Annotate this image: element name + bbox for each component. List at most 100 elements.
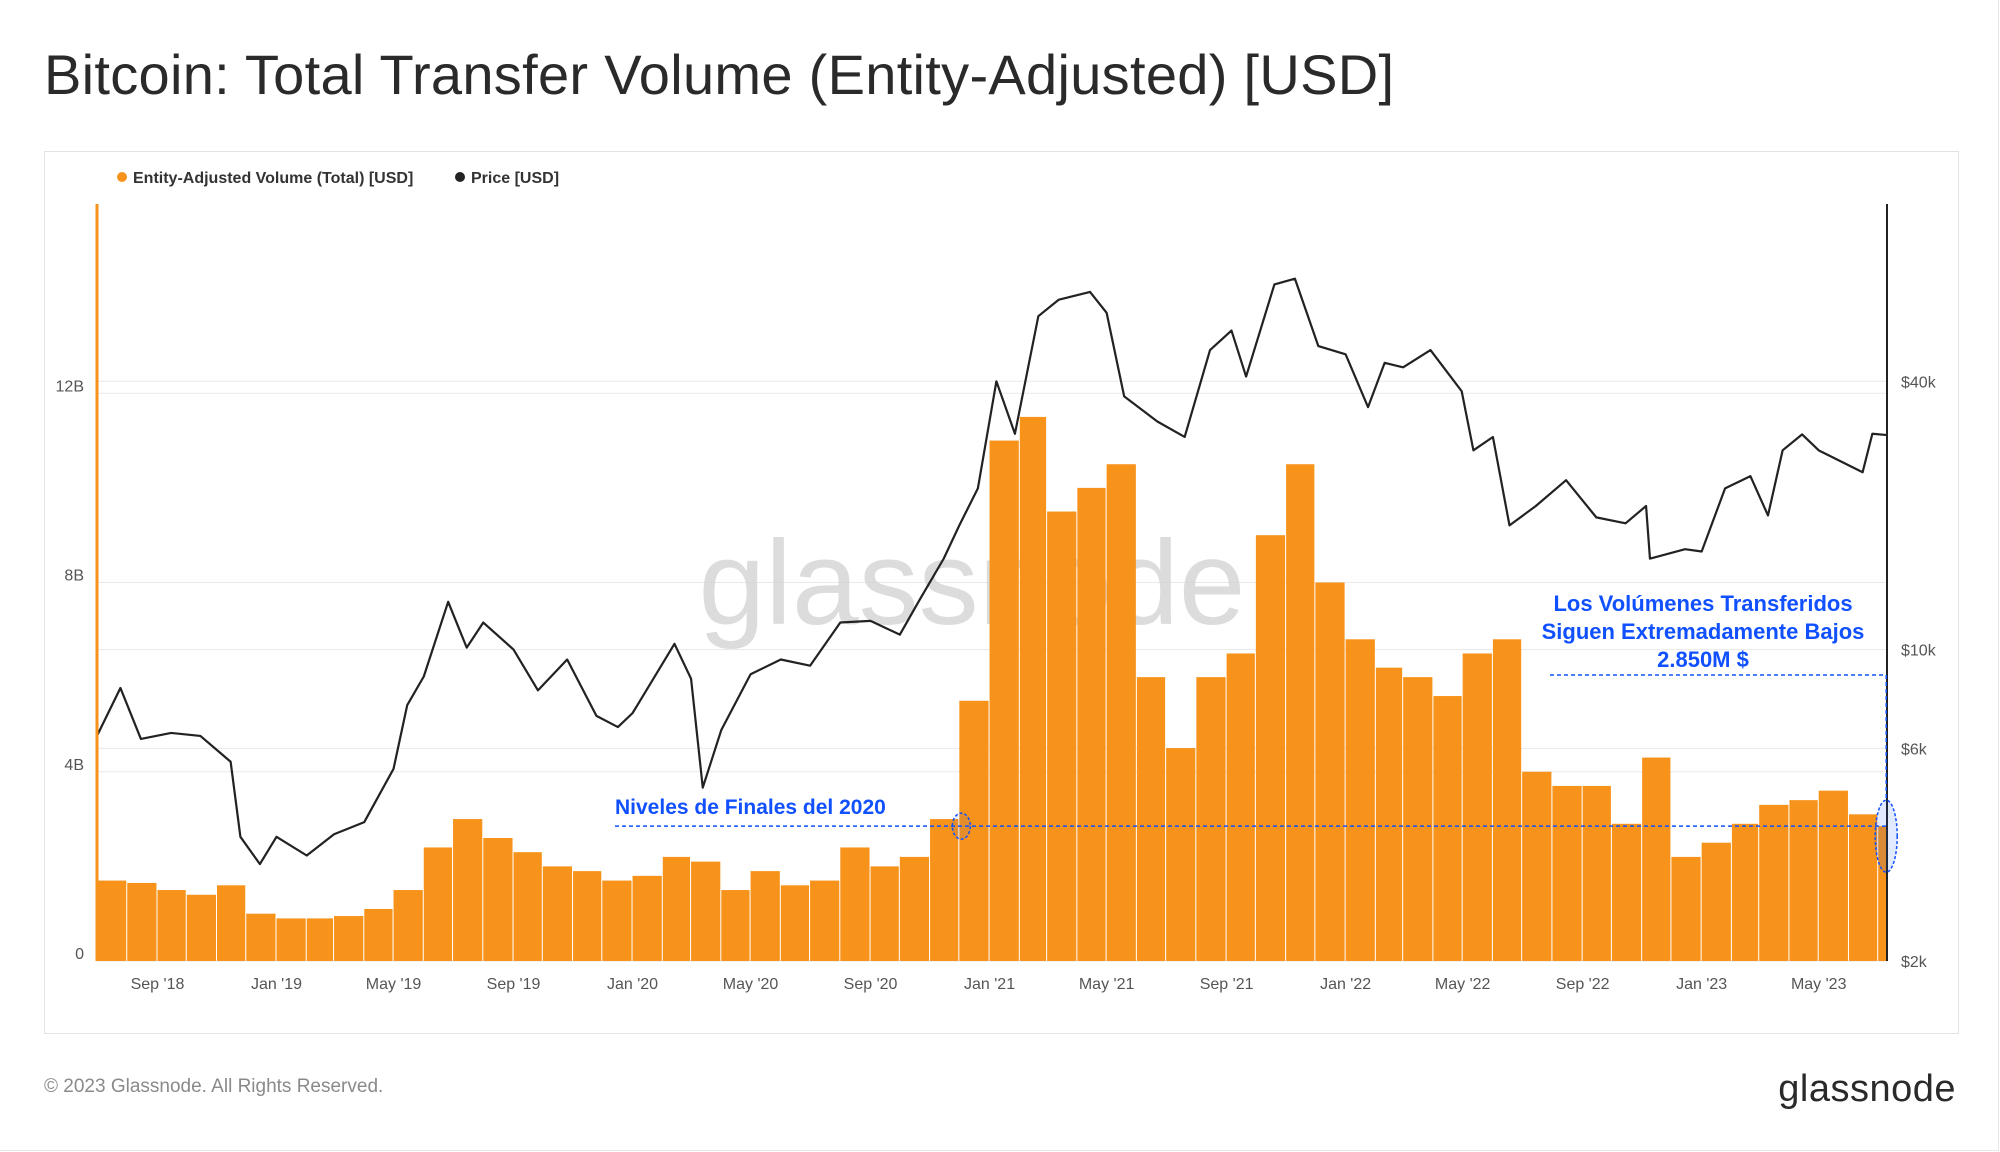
annotation-ellipse-2020 [951,812,972,840]
volume-bar [691,861,721,961]
y-left-tick-label: 4B [64,757,84,774]
volume-bar [306,918,334,961]
annotation-current-text-line: Siguen Extremadamente Bajos [1542,619,1865,644]
volume-bar [1077,487,1106,962]
volume-bar [1047,511,1077,961]
y-right-tick-label: $2k [1901,954,1928,971]
volume-bar [1789,800,1818,961]
volume-bar [899,856,930,961]
x-tick-label: Sep '19 [487,976,541,993]
annotation-ellipse-current [1874,799,1898,873]
legend[interactable]: Entity-Adjusted Volume (Total) [USD] Pric… [117,170,559,187]
x-tick-label: Sep '21 [1200,976,1254,993]
legend-label: Price [USD] [471,170,559,187]
volume-bar [1642,757,1671,961]
annotation-current-text-line: Los Volúmenes Transferidos [1553,591,1852,616]
legend-item-1[interactable]: Price [USD] [455,170,559,187]
volume-bar [1019,416,1047,961]
volume-bar [1818,790,1848,961]
volume-bar [840,847,870,961]
y-right-tick-label: $40k [1901,374,1937,391]
x-tick-label: Sep '22 [1556,976,1610,993]
x-tick-label: Jan '19 [251,976,302,993]
y-left-tick-label: 12B [56,378,84,395]
volume-bar [1166,748,1196,961]
volume-bar [1492,639,1522,961]
x-tick-label: Sep '20 [844,976,898,993]
price-line-group [96,277,1888,866]
y-left-tick-label: 0 [75,946,84,963]
x-tick-label: Jan '20 [607,976,658,993]
glassnode-logo: glassnode [1778,1068,1956,1110]
annotations: Niveles de Finales del 2020 Los Volúmenes… [615,591,1898,873]
volume-bar [1611,823,1642,961]
volume-bar [542,866,573,962]
volume-bar [1671,856,1701,961]
axes [95,204,1888,961]
volume-bar [246,913,276,961]
x-tick-label: May '23 [1791,976,1847,993]
volume-bar [334,916,364,961]
volume-bar [1286,464,1315,961]
copyright-text: © 2023 Glassnode. All Rights Reserved. [44,1076,384,1097]
x-tick-label: Sep '18 [131,976,185,993]
volume-bar [157,890,186,961]
volume-bar [97,880,127,961]
price-line [96,277,1888,866]
volume-bar [1106,464,1136,961]
legend-item-0[interactable]: Entity-Adjusted Volume (Total) [USD] [117,170,413,187]
volume-bar [1759,804,1789,961]
volume-bar [127,882,157,961]
x-tick-label: Jan '22 [1320,976,1371,993]
watermark: glassnode [698,516,1245,650]
legend-dot [455,172,465,182]
x-tick-label: May '22 [1435,976,1491,993]
annotation-current-text-line: 2.850M $ [1657,647,1749,672]
volume-bar [1255,535,1286,961]
volume-bar [810,880,840,961]
tick-labels: 0 4B 8B 12B $2k $6k $10k $40k Sep '18 Jan '19 May … [56,374,1937,993]
volume-bar [1375,667,1403,961]
legend-label: Entity-Adjusted Volume (Total) [USD] [133,170,413,187]
volume-bar [1226,653,1255,961]
x-tick-label: May '20 [723,976,779,993]
chart-frame: glassnode 0 4B 8B 12B $2k $6k $10k $40k Sep '18 J… [44,151,1959,1034]
volume-bar [780,885,810,961]
volume-bar [1878,826,1886,961]
volume-bar [1462,653,1492,961]
volume-bar [423,847,453,961]
volume-bar [959,700,989,961]
volume-bar [1196,677,1226,962]
volume-bar [1582,785,1611,961]
volume-bar [1403,677,1433,962]
volume-bar [1848,814,1878,961]
volume-bar [1701,842,1731,961]
volume-bar [721,890,750,961]
volume-bar [662,856,691,961]
volume-bar [1433,696,1462,961]
volume-bar [1315,582,1345,961]
volume-bar [453,819,483,961]
volume-bar [750,871,780,961]
volume-bar [1136,677,1166,962]
volume-bar [1552,785,1582,961]
volume-bar [573,871,602,961]
volume-bar [989,440,1019,961]
y-right-tick-label: $6k [1901,741,1928,758]
volume-bar [483,837,513,961]
volume-bar [276,918,306,961]
volume-bars [97,416,1886,962]
annotation-2020-text: Niveles de Finales del 2020 [615,796,886,819]
y-left-tick-label: 8B [64,568,84,585]
volume-bar [186,894,216,961]
volume-bar [1731,823,1759,961]
volume-bar [1345,639,1375,961]
x-tick-label: Jan '23 [1676,976,1727,993]
volume-bar [364,908,393,961]
y-right-tick-label: $10k [1901,643,1937,660]
volume-bar [930,819,959,961]
x-tick-label: May '19 [366,976,422,993]
x-tick-label: May '21 [1079,976,1135,993]
legend-dot [117,172,127,182]
